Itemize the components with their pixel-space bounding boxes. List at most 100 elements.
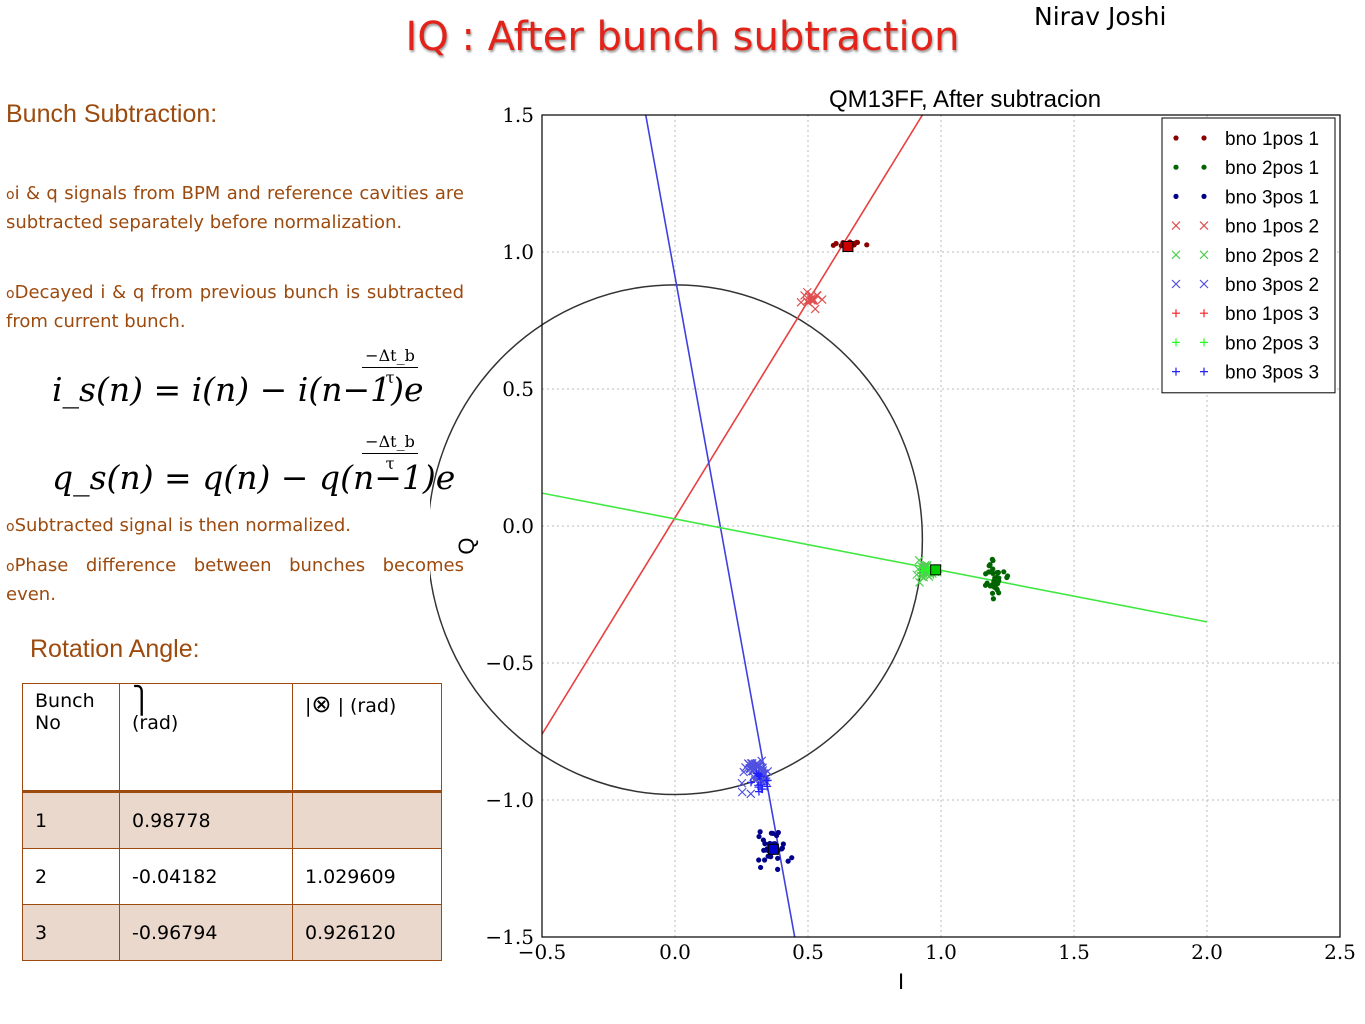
table-cell: 0.98778 xyxy=(119,791,293,849)
y-tick-label: 1.5 xyxy=(502,103,534,127)
data-point xyxy=(809,295,819,305)
data-point xyxy=(746,789,756,799)
data-point xyxy=(751,760,760,770)
data-point xyxy=(756,857,762,863)
x-tick-label: 0.5 xyxy=(792,940,824,964)
data-point xyxy=(987,561,993,568)
legend-marker xyxy=(1173,193,1179,199)
table-cell: -0.96794 xyxy=(119,904,293,961)
data-point xyxy=(762,776,771,785)
legend-label: bno 2pos 1 xyxy=(1225,158,1319,179)
bunch-subtraction-heading: Bunch Subtraction: xyxy=(6,100,218,128)
data-point xyxy=(989,590,996,596)
legend-label: bno 1pos 2 xyxy=(1225,217,1319,238)
data-point xyxy=(989,556,995,562)
exponent-denominator: τ xyxy=(385,368,395,387)
legend-marker xyxy=(1201,164,1207,170)
fit-line xyxy=(542,115,924,735)
data-point xyxy=(807,295,817,304)
data-point xyxy=(761,857,768,863)
reference-circle xyxy=(430,284,924,796)
y-tick-label: 1.0 xyxy=(502,240,534,264)
y-axis-label: Q xyxy=(454,537,479,554)
data-point xyxy=(1001,569,1007,575)
legend-label: bno 1pos 3 xyxy=(1225,304,1319,325)
fit-line xyxy=(542,492,1208,623)
legend-marker xyxy=(1200,338,1208,347)
data-point xyxy=(785,858,791,864)
table-row: 1 0.98778 xyxy=(22,791,442,849)
y-tick-label: −0.5 xyxy=(485,651,534,675)
table-header-cell: ⎫ (rad) xyxy=(119,683,293,792)
table-cell: 3 xyxy=(22,904,120,961)
data-point xyxy=(833,240,839,247)
data-point xyxy=(737,778,747,788)
y-tick-label: 0.0 xyxy=(502,514,534,538)
data-point xyxy=(996,590,1002,596)
data-point xyxy=(864,242,870,248)
x-tick-label: 2.0 xyxy=(1191,940,1223,964)
legend-label: bno 2pos 3 xyxy=(1225,333,1319,354)
legend-marker xyxy=(1199,279,1209,289)
data-point xyxy=(789,855,795,861)
data-point xyxy=(994,574,1000,580)
mean-marker xyxy=(930,564,942,576)
legend-marker xyxy=(1200,367,1208,376)
legend-marker xyxy=(1171,221,1181,231)
data-point xyxy=(768,854,774,860)
data-point xyxy=(987,583,993,589)
rotation-angle-table: Bunch No ⎫ (rad) |⊗ | (rad) 1 0.98778 2 -… xyxy=(22,683,442,961)
legend-label: bno 3pos 2 xyxy=(1225,275,1319,296)
exponent-denominator: τ xyxy=(385,454,395,473)
chart-title: QM13FF, After subtracion xyxy=(829,86,1101,113)
data-point xyxy=(737,787,747,797)
iq-scatter-chart: −0.5 0.0 0.5 1.0 1.5 2.0 2.5 −1.5 −1.0 −0.5 0.0 0.5… xyxy=(430,86,1356,994)
fit-line xyxy=(644,115,796,937)
y-tick-label: −1.0 xyxy=(485,788,534,812)
legend-marker xyxy=(1199,221,1209,231)
legend-marker xyxy=(1199,250,1209,260)
exponent-numerator: −Δt_b xyxy=(362,346,418,368)
legend-marker xyxy=(1172,367,1180,376)
legend-marker xyxy=(1172,309,1180,318)
data-point xyxy=(817,295,827,304)
data-point xyxy=(918,566,927,575)
data-point xyxy=(762,841,768,847)
data-point xyxy=(810,304,820,314)
legend-marker xyxy=(1171,250,1181,260)
bullet-2: Decayed i & q from previous bunch is sub… xyxy=(6,279,464,336)
legend-marker xyxy=(1172,338,1180,347)
bullet-4: Phase difference between bunches becomes… xyxy=(6,552,464,609)
y-tick-label: −1.5 xyxy=(485,925,534,949)
formula-i: i_s(n) = i(n) − i(n−1)e xyxy=(52,370,424,409)
data-point xyxy=(756,833,762,840)
table-cell: 1 xyxy=(22,791,120,849)
data-point xyxy=(915,577,924,587)
data-point xyxy=(757,829,763,835)
table-cell xyxy=(292,791,442,849)
data-point xyxy=(796,297,806,307)
data-point xyxy=(993,585,1000,592)
plot-frame xyxy=(541,114,1341,938)
y-tick-label: 0.5 xyxy=(502,377,534,401)
table-cell: 2 xyxy=(22,848,120,905)
legend-label: bno 3pos 3 xyxy=(1225,363,1319,384)
legend-box xyxy=(1161,117,1336,394)
data-point xyxy=(912,570,922,580)
x-tick-label: 2.5 xyxy=(1324,940,1356,964)
x-tick-label: 1.5 xyxy=(1058,940,1090,964)
bullet-3: Subtracted signal is then normalized. xyxy=(6,512,464,541)
table-header-row: Bunch No ⎫ (rad) |⊗ | (rad) xyxy=(22,683,442,792)
bullet-1: i & q signals from BPM and reference cav… xyxy=(6,180,464,237)
table-header-cell: Bunch No xyxy=(22,683,120,792)
legend-marker xyxy=(1200,309,1208,318)
legend-marker xyxy=(1201,135,1207,141)
data-point xyxy=(754,770,763,779)
data-point xyxy=(775,866,781,872)
table-row: 3 -0.96794 0.926120 xyxy=(22,904,442,961)
formula-i-exponent: −Δt_b τ xyxy=(362,346,418,387)
legend-label: bno 3pos 1 xyxy=(1225,187,1319,208)
data-point xyxy=(775,855,781,861)
data-point xyxy=(757,864,764,871)
data-point xyxy=(746,778,755,787)
